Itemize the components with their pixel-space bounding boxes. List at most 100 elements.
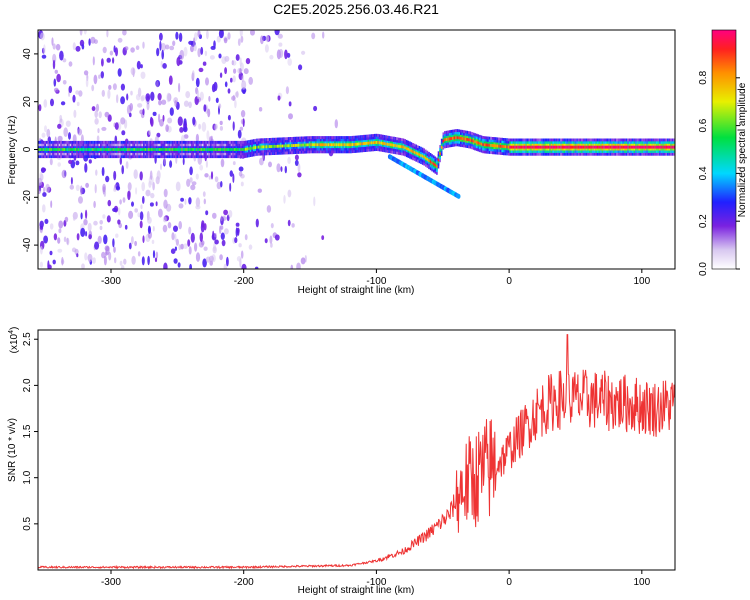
colorbar-tick-label: 0.4 bbox=[698, 166, 709, 180]
spectrogram-ridge bbox=[410, 149, 413, 153]
spectrogram-cell bbox=[212, 246, 217, 254]
spectrogram-ridge bbox=[176, 148, 179, 151]
spectrogram-ridge bbox=[367, 141, 370, 145]
spectrogram-cell bbox=[178, 32, 183, 42]
spectrogram-cell bbox=[121, 165, 124, 175]
spectrogram-cell bbox=[44, 125, 47, 133]
spectrogram-cell bbox=[103, 255, 107, 266]
spectrogram-ridge bbox=[211, 148, 214, 151]
spectrogram-cell bbox=[200, 46, 204, 55]
spectrogram-ridge bbox=[39, 148, 42, 151]
spectrogram-cell bbox=[218, 103, 222, 109]
spectrogram-cell bbox=[68, 61, 73, 67]
spectrogram-ridge bbox=[272, 145, 274, 148]
spectrogram-cell bbox=[241, 80, 247, 90]
spectrogram-cell bbox=[203, 246, 208, 251]
spectrogram-ridge bbox=[122, 148, 124, 151]
spectrogram-cell bbox=[101, 126, 107, 131]
spectrogram-cell bbox=[113, 45, 116, 53]
spectrogram-ridge bbox=[614, 145, 617, 149]
spectrogram-cell bbox=[42, 192, 47, 197]
spectrogram-cell bbox=[278, 42, 283, 47]
spectrogram-ridge bbox=[139, 148, 142, 151]
spectrogram-cell bbox=[44, 218, 49, 224]
colorbar-tick-label: 0.8 bbox=[698, 70, 709, 84]
snr-frame bbox=[37, 329, 676, 571]
spectrogram-ridge bbox=[50, 148, 53, 151]
y-multiplier-close: ) bbox=[9, 327, 20, 330]
spectrogram-ridge bbox=[354, 142, 357, 146]
spectrogram-ridge bbox=[453, 136, 456, 140]
spectrogram-cell bbox=[125, 161, 129, 169]
spectrogram-ridge bbox=[184, 148, 187, 151]
spectrogram-ridge bbox=[421, 154, 424, 158]
spectrogram-ridge bbox=[141, 148, 144, 151]
spectrogram-ridge bbox=[601, 145, 604, 149]
spectrogram-ridge bbox=[463, 137, 465, 141]
spectrogram-cell bbox=[75, 184, 80, 191]
spectrogram-cell bbox=[270, 223, 274, 229]
colorbar-tick-label: 0.2 bbox=[698, 214, 709, 228]
spectrogram-cell bbox=[258, 107, 263, 112]
spectrogram-ridge bbox=[641, 145, 644, 149]
spectrogram-ridge bbox=[206, 148, 209, 151]
spectrogram-cell bbox=[113, 246, 116, 253]
spectrogram-ridge bbox=[404, 146, 406, 150]
spectrogram-ridge bbox=[561, 145, 564, 149]
top-y-tick-label: -20 bbox=[22, 190, 33, 205]
spectrogram-ridge bbox=[194, 148, 196, 151]
spectrogram-ridge bbox=[119, 148, 121, 151]
spectrogram-ridge bbox=[69, 148, 72, 151]
spectrogram-cell bbox=[178, 244, 182, 251]
spectrogram-ridge bbox=[133, 148, 136, 151]
spectrogram-cell bbox=[84, 163, 88, 173]
spectrogram-cell bbox=[75, 160, 80, 166]
spectrogram-ridge bbox=[555, 145, 558, 149]
spectrogram-cell bbox=[250, 30, 255, 36]
spectrogram-cell bbox=[202, 258, 207, 268]
spectrogram-cell bbox=[204, 173, 209, 178]
spectrogram-ridge bbox=[98, 148, 101, 151]
spectrogram-cell bbox=[83, 219, 88, 226]
spectrogram-cell bbox=[131, 201, 134, 207]
spectrogram-ridge bbox=[663, 145, 666, 149]
spectrogram-ridge bbox=[571, 145, 574, 149]
spectrogram-ridge bbox=[659, 145, 661, 149]
spectrogram-cell bbox=[72, 216, 76, 221]
spectrogram-cell bbox=[284, 165, 287, 174]
spectrogram-ridge bbox=[393, 143, 395, 147]
spectrogram-ridge bbox=[541, 145, 543, 149]
spectrogram-cell bbox=[101, 166, 105, 177]
spectrogram-cell bbox=[137, 212, 141, 218]
spectrogram-cell bbox=[38, 177, 43, 186]
top-x-tick-label: 100 bbox=[633, 276, 650, 287]
spectrogram-cell bbox=[51, 37, 54, 46]
spectrogram-cell bbox=[81, 44, 85, 50]
spectrogram-ridge bbox=[61, 148, 64, 151]
spectrogram-ridge bbox=[593, 145, 596, 149]
spectrogram-cell bbox=[98, 74, 101, 79]
spectrogram-ridge bbox=[646, 145, 648, 149]
spectrogram-cell bbox=[176, 56, 181, 67]
spectrogram-cell bbox=[220, 158, 225, 168]
spectrogram-ridge bbox=[589, 145, 591, 149]
spectrogram-cell bbox=[124, 46, 129, 51]
spectrogram-ridge bbox=[471, 139, 473, 143]
spectrogram-cell bbox=[183, 126, 188, 133]
spectrogram-cell bbox=[197, 48, 201, 58]
spectrogram-cell bbox=[55, 43, 61, 51]
spectrogram-cell bbox=[193, 37, 196, 47]
spectrogram-cell bbox=[81, 263, 85, 269]
spectrogram-cell bbox=[240, 35, 244, 43]
spectrogram-cell bbox=[188, 226, 192, 235]
spectrogram-cell bbox=[78, 90, 83, 97]
spectrogram-cell bbox=[280, 166, 283, 172]
spectrogram-ridge bbox=[286, 144, 288, 148]
spectrogram-cell bbox=[79, 30, 83, 36]
spectrogram-ridge bbox=[530, 145, 532, 149]
spectrogram-cell bbox=[108, 84, 112, 90]
spectrogram-cell bbox=[156, 170, 161, 180]
spectrogram-cell bbox=[57, 237, 61, 244]
spectrogram-ridge bbox=[144, 148, 147, 151]
spectrogram-cell bbox=[219, 120, 223, 126]
